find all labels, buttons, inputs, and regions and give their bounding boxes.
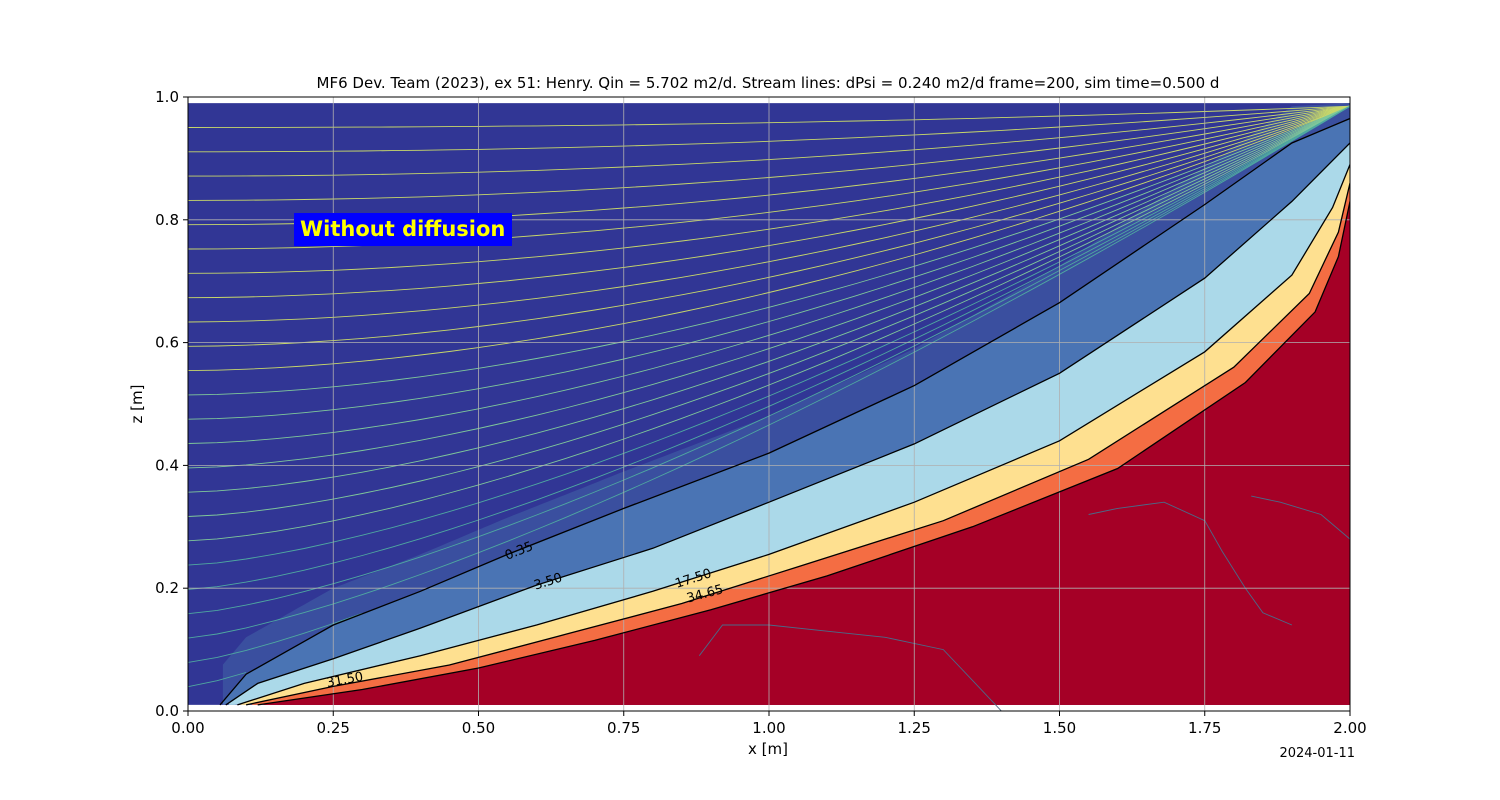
- annotation-box: Without diffusion: [294, 213, 512, 246]
- y-tick-label: 0.4: [155, 456, 179, 474]
- x-axis-label: x [m]: [748, 740, 788, 758]
- y-tick-label: 0.6: [155, 334, 179, 352]
- x-tick-label: 0.00: [171, 719, 204, 737]
- x-tick-label: 1.75: [1188, 719, 1221, 737]
- chart-title: MF6 Dev. Team (2023), ex 51: Henry. Qin …: [317, 74, 1220, 92]
- contour-line-34.65: [257, 201, 1350, 706]
- annotation-text: Without diffusion: [300, 217, 505, 241]
- salt-stream-line-0: [1088, 501, 1293, 626]
- x-tick-label: 2.00: [1333, 719, 1366, 737]
- concentration-contours: [219, 117, 1350, 706]
- x-tick-label: 0.75: [607, 719, 640, 737]
- y-tick-label: 1.0: [155, 88, 179, 106]
- contour-line-31.50: [245, 182, 1350, 706]
- salt-stream-line-1: [1251, 495, 1350, 540]
- concentration-band-3: [251, 183, 1350, 705]
- annotation-background: [294, 213, 512, 246]
- salt-water-fill: [263, 201, 1350, 705]
- date-stamp: 2024-01-11: [1279, 746, 1355, 761]
- contour-line-3.50: [225, 142, 1350, 706]
- x-tick-label: 0.50: [462, 719, 495, 737]
- x-tick-label: 0.25: [317, 719, 350, 737]
- y-tick-label: 0.0: [155, 702, 179, 720]
- x-tick-label: 1.25: [898, 719, 931, 737]
- x-axis-ticks: 0.00 0.25 0.50 0.75 1.00 1.25 1.50 1.75 2.00: [171, 711, 1367, 737]
- y-tick-label: 0.8: [155, 211, 179, 229]
- x-tick-label: 1.50: [1043, 719, 1076, 737]
- contour-line-0.35: [219, 117, 1350, 706]
- concentration-band-0: [222, 118, 1350, 705]
- transition-band-outer: [222, 103, 1350, 702]
- contour-label: 31.50: [325, 670, 364, 692]
- y-axis-ticks: 0.0 0.2 0.4 0.6 0.8 1.0: [155, 88, 188, 720]
- y-axis-label: z [m]: [128, 385, 146, 424]
- stream-line-24: [188, 672, 247, 688]
- contour-line-17.50: [237, 164, 1350, 706]
- salt-stream-line-2: [698, 624, 1002, 711]
- y-tick-label: 0.2: [155, 579, 179, 597]
- x-tick-label: 1.00: [752, 719, 785, 737]
